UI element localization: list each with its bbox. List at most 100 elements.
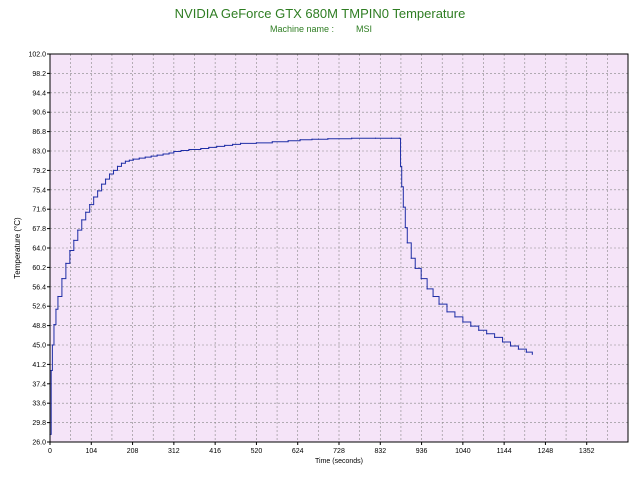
x-tick-label: 1040 (455, 448, 471, 455)
data-point (255, 142, 258, 144)
x-tick-label: 416 (209, 448, 221, 455)
data-point (216, 145, 218, 148)
data-point (120, 162, 123, 164)
y-tick-label: 94.4 (32, 90, 46, 97)
data-point (509, 345, 512, 347)
data-point (287, 140, 289, 142)
x-tick-label: 832 (374, 448, 386, 455)
data-point (200, 147, 202, 150)
x-tick-label: 0 (48, 448, 52, 455)
data-point (180, 149, 182, 152)
plot-border (49, 53, 629, 443)
data-point (104, 178, 107, 180)
x-tick-label: 104 (85, 448, 97, 455)
data-point (517, 348, 520, 350)
data-point (162, 153, 164, 155)
data-point (239, 142, 242, 144)
data-point (327, 138, 329, 140)
x-tick-label: 624 (292, 448, 304, 455)
x-tick-label: 520 (251, 448, 263, 455)
series-line (50, 137, 533, 435)
data-point (69, 249, 71, 252)
x-tick-label: 728 (333, 448, 345, 455)
y-tick-label: 67.8 (32, 226, 46, 233)
data-point (414, 267, 416, 270)
data-point (531, 353, 533, 355)
y-tick-label: 90.6 (32, 110, 46, 117)
y-tick-label: 86.8 (32, 129, 46, 136)
y-tick-label: 71.6 (32, 207, 46, 214)
data-point (404, 226, 406, 229)
y-tick-label: 41.2 (32, 362, 46, 369)
data-point (438, 303, 440, 305)
data-point (390, 137, 393, 139)
data-point (494, 336, 496, 338)
data-point (311, 138, 313, 140)
data-point (116, 165, 119, 167)
y-tick-label: 56.4 (32, 284, 46, 291)
data-point (150, 155, 152, 157)
data-point (138, 157, 140, 159)
data-point (55, 308, 57, 310)
data-point (101, 183, 103, 185)
data-point (93, 196, 95, 198)
y-tick-label: 60.2 (32, 265, 46, 272)
data-point (132, 158, 134, 160)
y-tick-label: 98.2 (32, 71, 46, 78)
y-tick-label: 102.0 (28, 52, 46, 59)
data-point (486, 333, 488, 335)
axis-ticks: 0 104 208 312 416 520 624 728 832 936 1040 1144 1248… (28, 52, 594, 456)
y-tick-label: 29.8 (32, 420, 46, 427)
data-point (299, 139, 301, 141)
data-point (124, 160, 127, 162)
data-point (65, 262, 67, 264)
y-tick-label: 83.0 (32, 149, 46, 156)
data-point (85, 211, 87, 213)
data-point (89, 204, 91, 206)
grid (50, 54, 628, 442)
y-axis-label: Temperature (°C) (13, 217, 22, 279)
y-tick-label: 48.8 (32, 323, 46, 330)
data-point (97, 190, 99, 192)
data-point (73, 239, 75, 241)
data-point (173, 150, 175, 153)
y-tick-label: 33.6 (32, 401, 46, 408)
data-point (144, 156, 146, 158)
data-point (402, 206, 404, 208)
data-point (525, 351, 527, 353)
data-point (446, 311, 448, 313)
x-tick-label: 936 (416, 448, 428, 455)
data-point (410, 257, 412, 259)
x-tick-label: 208 (127, 448, 139, 455)
data-point (188, 148, 190, 151)
data-point (128, 159, 130, 161)
data-point (232, 143, 234, 145)
data-point (224, 144, 226, 146)
data-point (168, 152, 170, 154)
data-point (271, 141, 273, 143)
data-point (398, 137, 400, 139)
data-point (57, 295, 59, 298)
y-tick-label: 37.4 (32, 381, 46, 388)
machine-name-value: MSI (356, 24, 373, 34)
data-point (470, 325, 472, 327)
data-point (156, 154, 158, 156)
data-point (426, 288, 428, 290)
data-point (77, 229, 79, 231)
data-point (478, 329, 480, 331)
series-layer (49, 137, 533, 435)
data-point (432, 295, 434, 298)
data-point (112, 169, 115, 171)
data-point (208, 146, 210, 149)
x-tick-label: 1248 (538, 448, 554, 455)
data-point (50, 369, 52, 372)
data-point (81, 219, 83, 221)
data-point (462, 321, 464, 323)
x-axis-label: Time (seconds) (315, 458, 363, 465)
y-tick-label: 79.2 (32, 168, 46, 175)
x-tick-label: 1144 (497, 448, 512, 455)
y-tick-label: 52.6 (32, 304, 46, 311)
data-point (108, 173, 111, 175)
data-point (51, 344, 53, 346)
